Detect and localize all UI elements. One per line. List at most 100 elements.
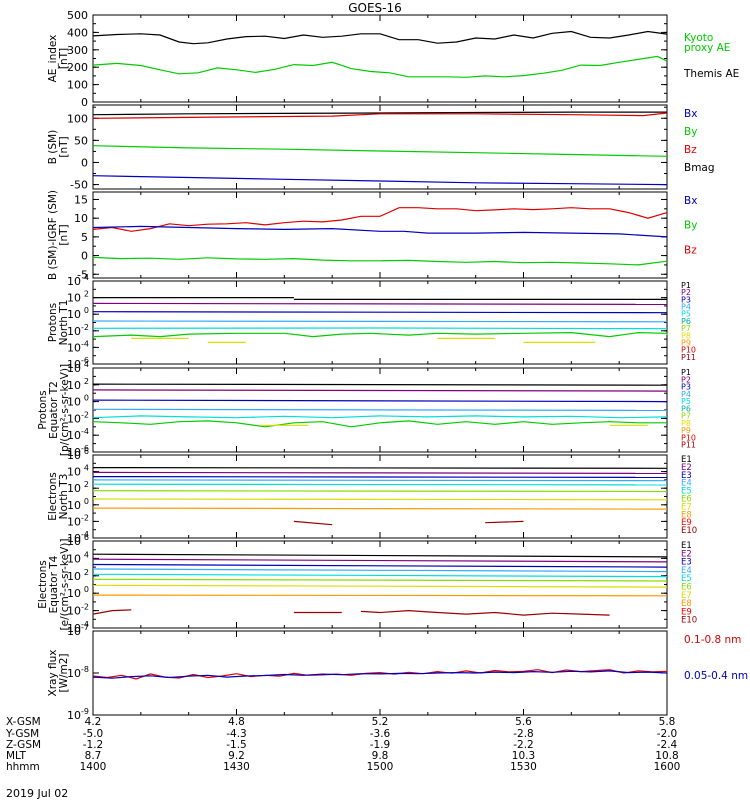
orbit-value: -1.2 <box>83 739 104 751</box>
y-tick-label: 10 <box>67 587 81 600</box>
series-themis-ae <box>92 30 668 45</box>
series-bz <box>92 112 668 119</box>
y-tick-label: 5 <box>81 231 88 244</box>
y-tick-label: 200 <box>67 61 88 74</box>
legend-entry: E4 <box>681 566 692 576</box>
legend-entry: E7 <box>681 591 692 601</box>
orbit-value: 5.8 <box>659 716 676 728</box>
y-tick-exponent: -2 <box>81 323 89 332</box>
y-axis-label: Electrons <box>47 472 59 521</box>
y-tick-exponent: 4 <box>84 464 89 473</box>
orbit-value: 9.8 <box>372 750 389 762</box>
y-tick-exponent: -4 <box>81 339 89 348</box>
legend-entry: E1 <box>681 541 692 551</box>
legend-entry: P2 <box>681 375 691 384</box>
y-tick-exponent: 0 <box>84 394 89 403</box>
series-p1 <box>92 383 668 386</box>
series-e8 <box>92 507 668 510</box>
legend-entry: P1 <box>681 281 691 290</box>
y-tick-exponent: 2 <box>84 480 89 489</box>
y-axis-label: Protons <box>47 303 59 342</box>
y-tick-label: 10 <box>67 482 81 495</box>
y-axis-label: Xray flux <box>47 650 59 697</box>
legend-entry: P3 <box>681 383 691 392</box>
series-e9-segment <box>485 520 524 524</box>
date-label: 2019 Jul 02 <box>6 787 68 800</box>
series-e4 <box>92 479 668 482</box>
y-tick-label: 10 <box>74 212 88 225</box>
legend-entry: 0.05-0.4 nm <box>684 670 748 682</box>
y-tick-exponent: -2 <box>81 603 89 612</box>
legend-entry: Bx <box>684 108 697 120</box>
orbit-value: 4.8 <box>228 716 245 728</box>
y-tick-exponent: 6 <box>84 533 89 542</box>
series-p4 <box>92 408 668 411</box>
y-axis-label: B (SM)-IGRF (SM) <box>47 190 59 280</box>
legend-entry: E9 <box>681 518 692 528</box>
y-tick-exponent: -8 <box>81 665 89 674</box>
y-axis-label: [p/(cm²-s-sr-keV)] <box>59 364 71 456</box>
y-tick-label: -50 <box>70 179 88 192</box>
legend-entry: E10 <box>681 616 697 626</box>
panel-bsm: -50 0 50 100 B (SM) [nT] Bx By Bz Bmag <box>47 104 715 192</box>
y-tick-label: 10 <box>67 570 81 583</box>
y-tick-label: 500 <box>67 9 88 22</box>
series-e4 <box>92 568 668 573</box>
series-bmag <box>92 111 667 116</box>
y-tick-exponent: 4 <box>84 360 89 369</box>
legend-entry: Bx <box>684 195 697 207</box>
y-tick-exponent: -2 <box>81 513 89 522</box>
y-tick-label: 10 <box>67 308 81 321</box>
y-axis-label: AE_index <box>47 35 59 83</box>
legend-entry: E6 <box>681 583 692 593</box>
legend-entry: By <box>684 220 697 232</box>
y-tick-exponent: -4 <box>81 620 89 629</box>
y-tick-label: 10 <box>67 341 81 354</box>
y-tick-exponent: -4 <box>81 530 89 539</box>
y-tick-exponent: 2 <box>84 377 89 386</box>
legend-entry: Bz <box>684 244 697 256</box>
y-axis-label: Electrons <box>37 560 49 609</box>
legend-entry: E3 <box>681 558 692 568</box>
y-tick-label: 10 <box>67 667 81 680</box>
y-tick-exponent: -7 <box>81 623 89 632</box>
orbit-row-label: X-GSM <box>6 716 41 728</box>
legend-entry: P9 <box>681 338 691 347</box>
series-bx <box>92 225 668 238</box>
y-tick-label: 10 <box>67 622 81 635</box>
y-tick-label: 10 <box>67 358 81 371</box>
legend-entry: P11 <box>681 353 696 362</box>
legend-entry: P6 <box>681 317 691 326</box>
series-e9 <box>293 520 333 526</box>
y-tick-label: 400 <box>67 26 88 39</box>
series-p3 <box>92 311 668 314</box>
y-tick-label: 300 <box>67 44 88 57</box>
series-e9-segment <box>360 609 610 616</box>
y-tick-label: 10 <box>67 379 81 392</box>
series-p5 <box>92 327 668 330</box>
legend-entry: P3 <box>681 295 691 304</box>
legend-entry: P5 <box>681 397 691 406</box>
legend-entry: E5 <box>681 574 692 584</box>
series-e5 <box>92 483 668 486</box>
orbit-value: -1.9 <box>370 739 391 751</box>
legend-entry: Themis AE <box>683 68 739 80</box>
orbit-value: 1530 <box>510 761 537 773</box>
legend-entry: P7 <box>681 324 691 333</box>
orbit-value: -2.8 <box>513 728 534 740</box>
orbit-footer: X-GSM 4.2 4.8 5.2 5.6 5.8 Y-GSM -5.0 -4.3 -3.6 -2.… <box>5 716 680 773</box>
series-p6 <box>92 420 667 428</box>
series-e9 <box>92 609 132 615</box>
orbit-value: -2.4 <box>657 739 678 751</box>
legend-entry: P6 <box>681 404 691 413</box>
y-axis-label: Protons <box>37 390 49 429</box>
y-tick-exponent: 4 <box>84 273 89 282</box>
y-axis-label: [e/(cm²-s-sr-keV)] <box>59 539 71 631</box>
y-tick-label: 10 <box>67 515 81 528</box>
y-tick-label: 10 <box>67 396 81 409</box>
orbit-value: 1600 <box>654 761 681 773</box>
